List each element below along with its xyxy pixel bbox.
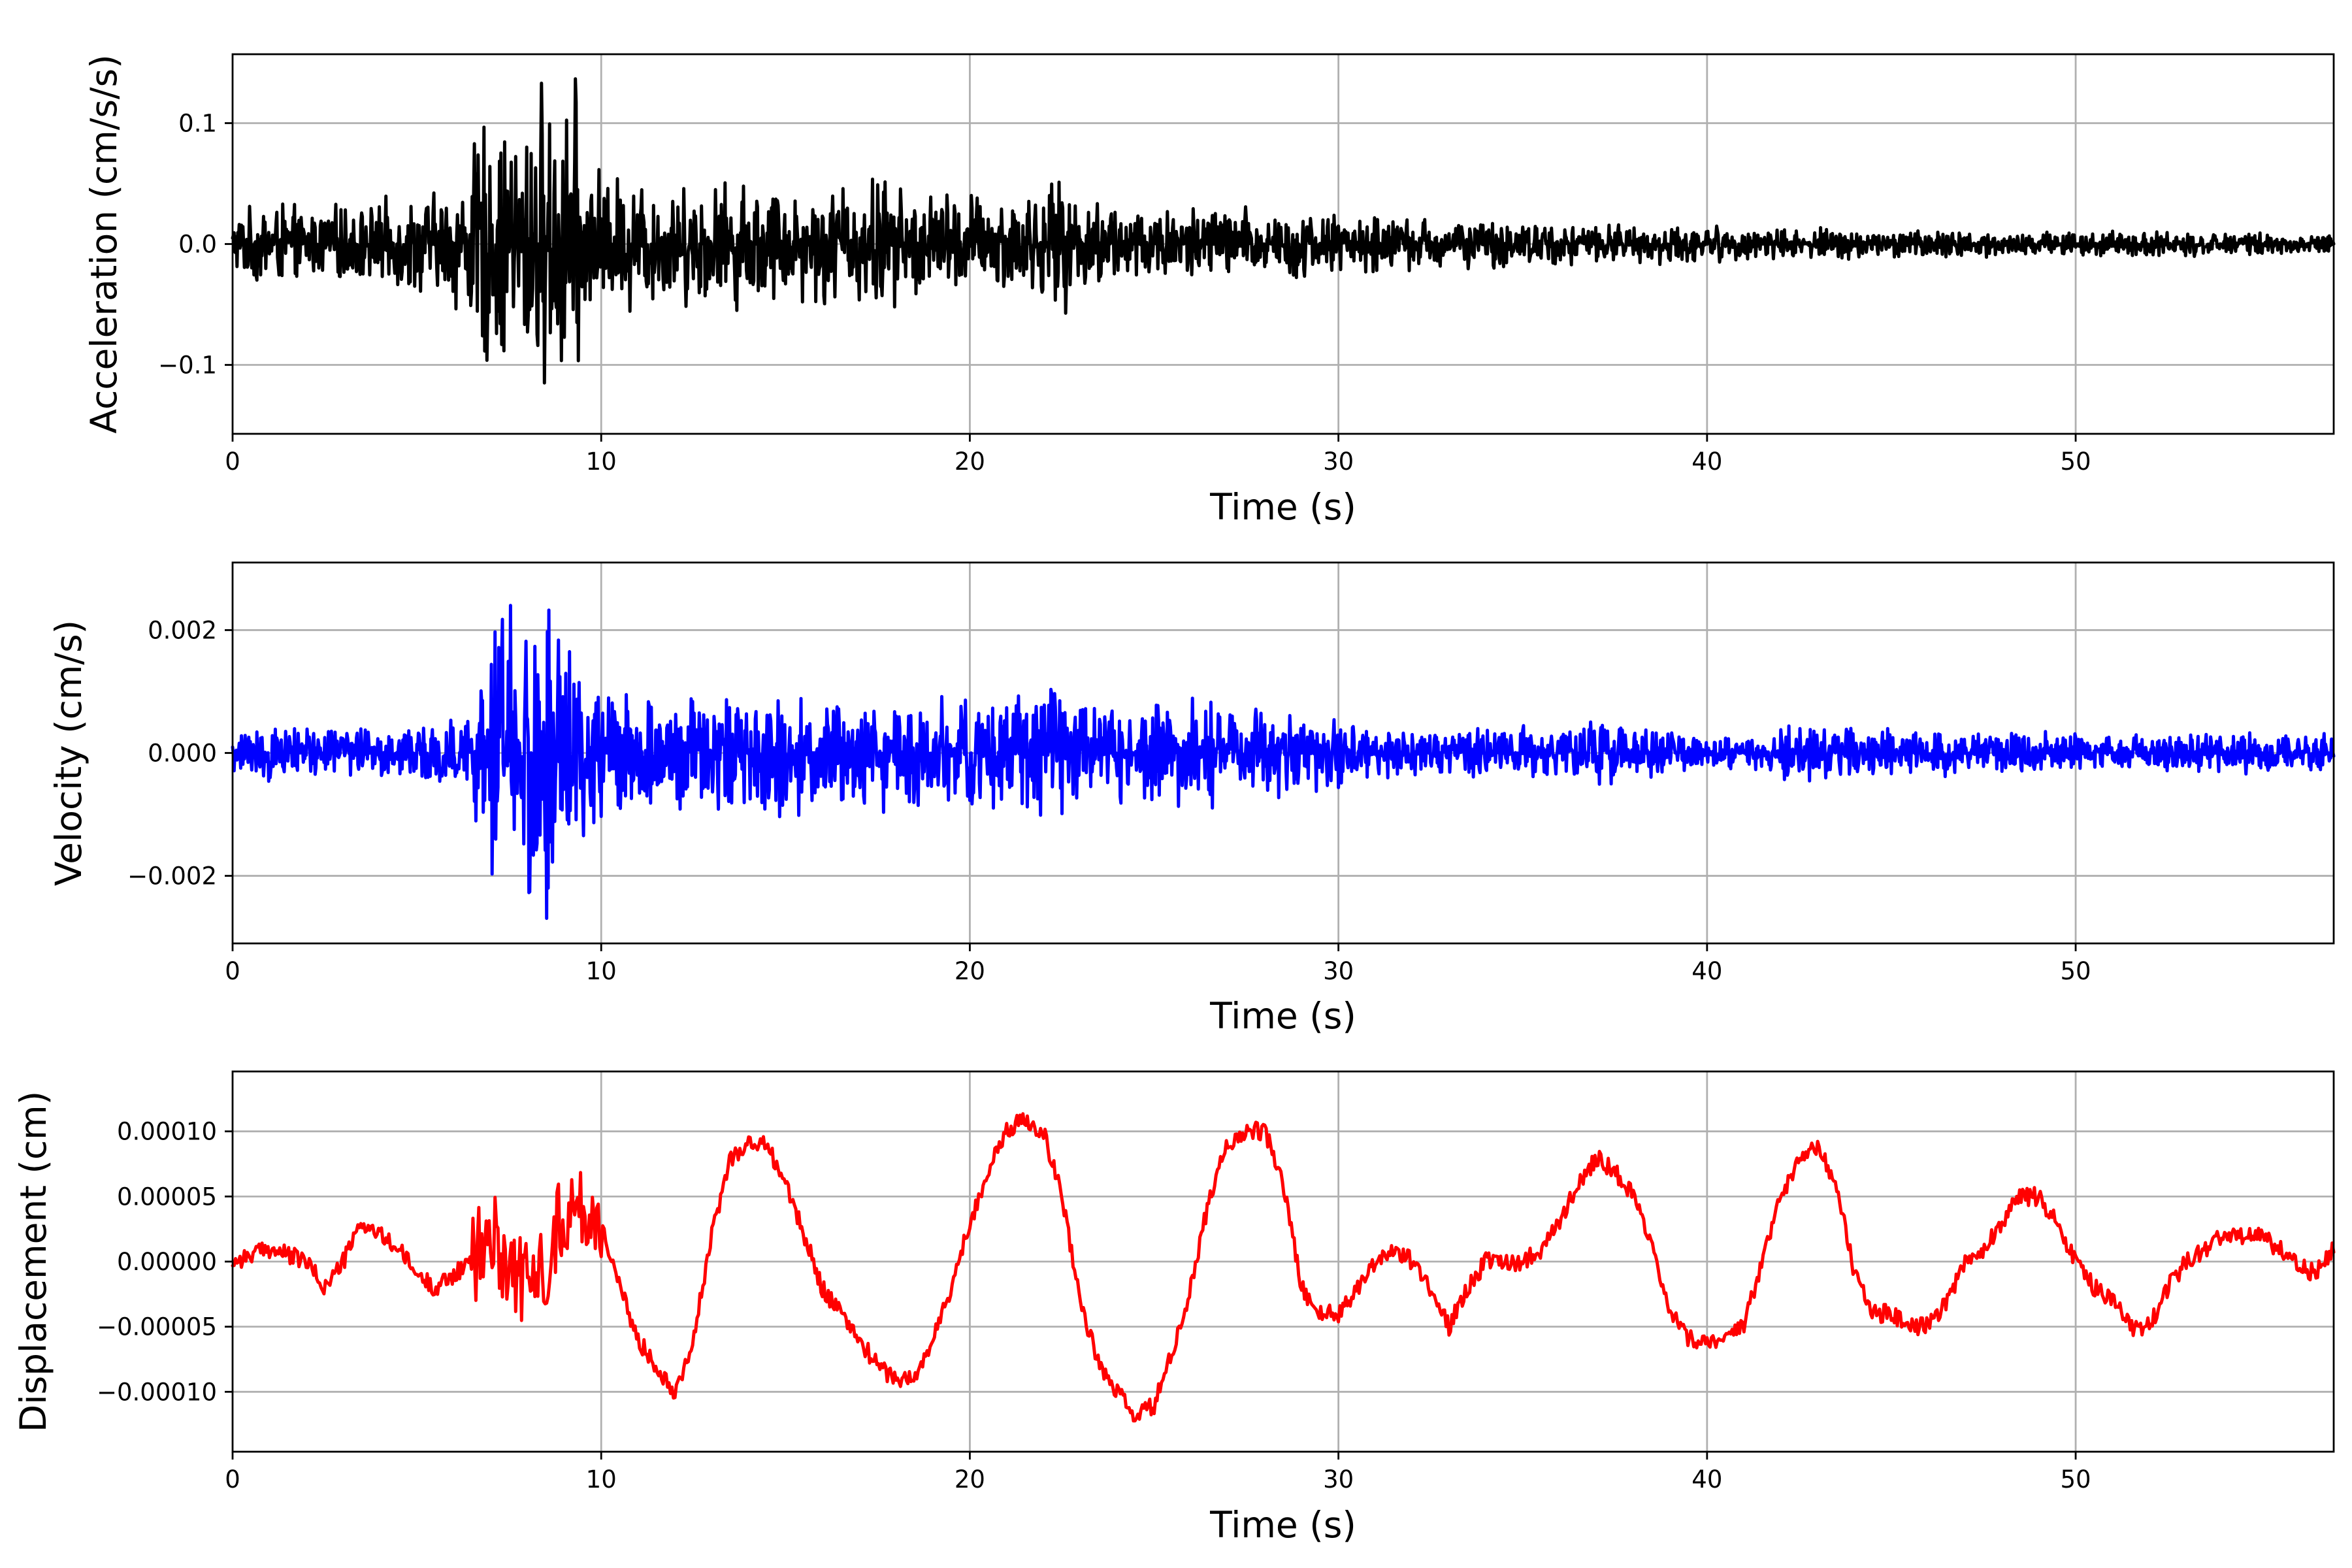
velocity-y-tick-label: −0.002: [127, 862, 217, 890]
displacement-grid: [233, 1071, 2334, 1452]
velocity-x-tick-label: 40: [1691, 957, 1722, 985]
velocity-y-axis-label: Velocity (cm/s): [48, 620, 90, 886]
acceleration-x-tick-label: 10: [586, 448, 617, 476]
velocity-y-tick-label: 0.000: [148, 740, 217, 768]
velocity-trace-layer: [231, 604, 2336, 921]
displacement-x-axis-label: Time (s): [1209, 1504, 1356, 1546]
displacement-x-tick-label: 20: [955, 1465, 985, 1494]
displacement-x-tick-label: 30: [1323, 1465, 1354, 1494]
displacement-subplot: 0 10 20 30 40 50 0.00010 0.00005 0.00000 −0.00005…: [12, 1070, 2336, 1546]
displacement-y-tick-label: 0.00010: [117, 1118, 217, 1146]
displacement-trace-layer: [231, 1112, 2336, 1423]
displacement-y-tick-label: −0.00005: [97, 1313, 217, 1341]
velocity-x-tick-label: 50: [2061, 957, 2091, 985]
displacement-y-tick-label: 0.00000: [117, 1248, 217, 1276]
acceleration-subplot: 0 10 20 30 40 50 0.1 0.0 −0.1 Time (s) Accelerat…: [83, 53, 2336, 528]
acceleration-y-tick-label: 0.1: [178, 109, 217, 137]
acceleration-x-tick-label: 0: [225, 448, 240, 476]
displacement-x-tick-label: 50: [2061, 1465, 2091, 1494]
velocity-x-tick-label: 10: [586, 957, 617, 985]
velocity-subplot: 0 10 20 30 40 50 0.002 0.000 −0.002 Time (s) Vel…: [48, 561, 2336, 1037]
displacement-x-tick-label: 40: [1691, 1465, 1722, 1494]
velocity-ticks: 0 10 20 30 40 50 0.002 0.000 −0.002: [127, 616, 2091, 985]
velocity-x-tick-label: 0: [225, 957, 240, 985]
velocity-y-tick-label: 0.002: [148, 616, 217, 644]
acceleration-trace-layer: [231, 77, 2336, 385]
acceleration-x-tick-label: 30: [1323, 448, 1354, 476]
velocity-x-tick-label: 30: [1323, 957, 1354, 985]
displacement-x-tick-label: 0: [225, 1465, 240, 1494]
acceleration-y-axis-label: Acceleration (cm/s/s): [83, 54, 125, 433]
velocity-x-axis-label: Time (s): [1209, 995, 1356, 1037]
displacement-ticks: 0 10 20 30 40 50 0.00010 0.00005 0.00000 −0.00005…: [97, 1118, 2091, 1494]
acceleration-x-tick-label: 20: [955, 448, 985, 476]
acceleration-y-tick-label: −0.1: [158, 351, 217, 380]
displacement-x-tick-label: 10: [586, 1465, 617, 1494]
acceleration-x-axis-label: Time (s): [1209, 486, 1356, 528]
velocity-x-tick-label: 20: [955, 957, 985, 985]
displacement-y-tick-label: −0.00010: [97, 1378, 217, 1406]
acceleration-x-tick-label: 50: [2061, 448, 2091, 476]
displacement-y-axis-label: Displacement (cm): [12, 1091, 54, 1432]
acceleration-y-tick-label: 0.0: [178, 231, 217, 259]
displacement-series-line: [231, 1112, 2336, 1423]
velocity-series-line: [231, 604, 2336, 921]
acceleration-series-line: [231, 77, 2336, 385]
acceleration-ticks: 0 10 20 30 40 50 0.1 0.0 −0.1: [158, 109, 2091, 476]
acceleration-x-tick-label: 40: [1691, 448, 1722, 476]
displacement-y-tick-label: 0.00005: [117, 1183, 217, 1211]
